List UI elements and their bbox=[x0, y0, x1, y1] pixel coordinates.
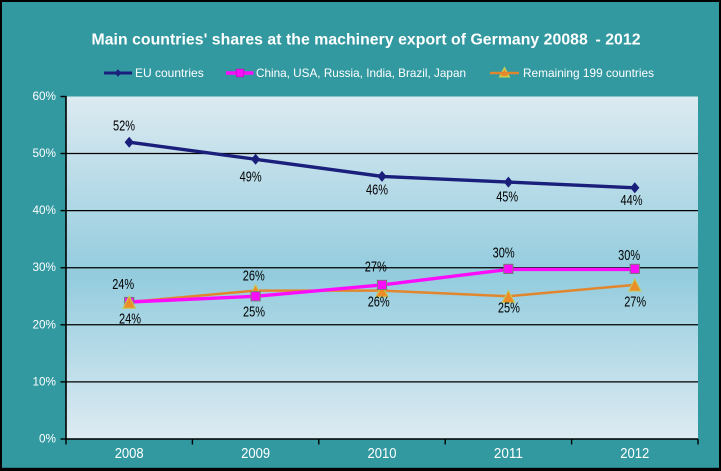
svg-text:China, USA, Russia, India, Bra: China, USA, Russia, India, Brazil, Japan bbox=[256, 66, 466, 80]
svg-text:45%: 45% bbox=[496, 188, 518, 205]
svg-text:10%: 10% bbox=[33, 375, 57, 388]
svg-text:30%: 30% bbox=[493, 245, 515, 262]
svg-text:20%: 20% bbox=[33, 318, 57, 331]
svg-text:25%: 25% bbox=[243, 303, 265, 320]
svg-text:2012: 2012 bbox=[620, 446, 649, 462]
svg-text:40%: 40% bbox=[33, 204, 57, 217]
svg-text:EU countries: EU countries bbox=[135, 66, 204, 80]
svg-text:2009: 2009 bbox=[241, 446, 270, 462]
svg-text:30%: 30% bbox=[33, 261, 57, 274]
svg-text:46%: 46% bbox=[366, 182, 388, 199]
svg-text:24%: 24% bbox=[119, 310, 141, 327]
svg-text:50%: 50% bbox=[33, 147, 57, 160]
svg-text:26%: 26% bbox=[368, 294, 390, 311]
svg-text:44%: 44% bbox=[621, 192, 643, 209]
svg-text:27%: 27% bbox=[624, 293, 646, 310]
svg-text:30%: 30% bbox=[618, 247, 640, 264]
svg-text:2010: 2010 bbox=[368, 446, 397, 462]
svg-text:49%: 49% bbox=[240, 168, 262, 185]
svg-text:0%: 0% bbox=[39, 433, 56, 446]
svg-text:Remaining 199 countries: Remaining 199 countries bbox=[523, 66, 654, 80]
svg-text:26%: 26% bbox=[243, 268, 265, 285]
svg-text:25%: 25% bbox=[498, 300, 520, 317]
svg-text:24%: 24% bbox=[112, 276, 134, 293]
svg-text:52%: 52% bbox=[113, 118, 135, 135]
svg-text:Main countries' shares at the: Main countries' shares at the machinery … bbox=[92, 32, 641, 49]
svg-text:27%: 27% bbox=[365, 258, 387, 275]
svg-text:2011: 2011 bbox=[494, 446, 523, 462]
svg-text:2008: 2008 bbox=[115, 446, 144, 462]
svg-text:60%: 60% bbox=[33, 90, 57, 103]
